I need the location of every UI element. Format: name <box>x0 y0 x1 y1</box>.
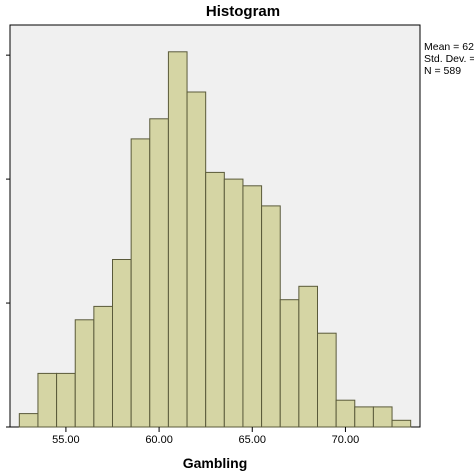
histogram-bar <box>261 205 281 428</box>
histogram-bar <box>242 185 263 428</box>
chart-title: Histogram <box>206 3 280 20</box>
stat-n: N = 589 <box>424 65 461 77</box>
histogram-bar <box>317 332 337 428</box>
histogram-bar <box>56 372 76 428</box>
histogram-bar <box>186 91 207 428</box>
histogram-bar <box>149 118 169 428</box>
y-axis-ticks <box>6 54 10 428</box>
x-tick-label: 70.00 <box>332 434 360 446</box>
histogram-bar <box>279 299 300 428</box>
histogram-bar <box>223 178 244 428</box>
x-tick-label: 65.00 <box>239 434 267 446</box>
histogram-bar <box>18 413 39 428</box>
x-tick-label: 55.00 <box>52 434 80 446</box>
histogram-bar <box>74 319 95 428</box>
histogram-bar <box>205 171 225 428</box>
histogram-bar <box>167 51 188 428</box>
x-axis-label: Gambling <box>183 455 248 471</box>
x-tick-label: 60.00 <box>145 434 173 446</box>
histogram-bar <box>112 259 132 428</box>
stat-std-dev: Std. Dev. = <box>424 53 474 65</box>
histogram-bar <box>93 305 113 428</box>
histogram-bar <box>391 419 412 428</box>
stat-mean: Mean = 62 <box>424 41 474 53</box>
histogram-bar <box>37 372 58 428</box>
stats-box: Mean = 62 Std. Dev. = N = 589 <box>424 41 474 77</box>
histogram-bar <box>298 285 318 428</box>
histogram-bar <box>372 406 393 428</box>
bars-group <box>18 51 412 428</box>
histogram-bar <box>130 138 151 428</box>
x-axis-ticks: 55.00 60.00 65.00 70.00 <box>52 427 359 446</box>
histogram-bar <box>354 406 374 428</box>
histogram-bar <box>335 399 356 428</box>
